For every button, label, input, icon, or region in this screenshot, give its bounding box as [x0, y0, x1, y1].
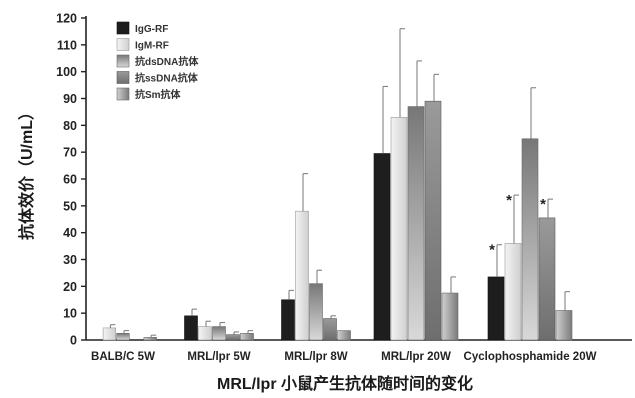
- bar: [116, 332, 130, 341]
- bar: [226, 334, 240, 341]
- significance-markers: * * *: [489, 192, 546, 259]
- error-bars: [109, 28, 570, 338]
- bar: [487, 276, 505, 341]
- bar: [441, 292, 459, 341]
- legend-swatch: [116, 54, 130, 68]
- y-tick-label: 20: [63, 280, 77, 294]
- bar: [240, 332, 254, 341]
- bar: [281, 299, 295, 341]
- bar: [184, 315, 198, 341]
- y-tick-label: 70: [63, 146, 77, 160]
- bar: [555, 310, 573, 341]
- bar: [390, 116, 408, 341]
- y-tick-label: 100: [56, 65, 77, 79]
- bar: [143, 337, 157, 341]
- legend-swatch: [116, 87, 130, 101]
- y-tick-label: 90: [63, 92, 77, 106]
- y-tick-label: 40: [63, 226, 77, 240]
- y-axis-title: 抗体效价（U/mL）: [17, 104, 36, 240]
- y-tick-label: 120: [56, 12, 77, 26]
- legend-label: IgM-RF: [135, 41, 169, 52]
- x-axis-title: MRL/lpr 小鼠产生抗体随时间的变化: [217, 374, 473, 393]
- significance-star: *: [506, 192, 512, 209]
- y-tick-label: 50: [63, 199, 77, 213]
- legend-label: 抗dsDNA抗体: [135, 55, 199, 68]
- bars: [102, 100, 573, 341]
- legend-swatch: [116, 38, 130, 51]
- bar: [373, 153, 391, 341]
- bar: [212, 326, 226, 341]
- significance-star: *: [540, 196, 546, 213]
- bar: [323, 318, 337, 341]
- bar: [337, 330, 351, 341]
- bar: [295, 210, 309, 341]
- y-tick-label: 80: [63, 119, 77, 133]
- bar: [538, 217, 556, 341]
- x-category-label: MRL/lpr 5W: [187, 351, 250, 363]
- x-category-label: MRL/lpr 8W: [284, 351, 347, 363]
- x-category-label: BALB/C 5W: [91, 351, 155, 363]
- significance-star: *: [489, 242, 495, 259]
- bar: [198, 326, 212, 341]
- legend-label: 抗Sm抗体: [135, 88, 182, 101]
- bar: [309, 283, 323, 341]
- y-tick-label: 110: [57, 38, 77, 52]
- y-axis: 0 10 20 30 40 50 60 70 80 90 100 110 120: [56, 12, 87, 348]
- y-tick-label: 10: [63, 307, 77, 321]
- y-tick-label: 0: [70, 334, 77, 348]
- legend-swatch: [116, 21, 130, 35]
- x-axis: BALB/C 5W MRL/lpr 5W MRL/lpr 8W MRL/lpr 20W…: [86, 339, 632, 363]
- bar: [504, 243, 522, 341]
- bar: [407, 106, 425, 341]
- legend-label: 抗ssDNA抗体: [135, 72, 199, 85]
- bar: [521, 138, 539, 341]
- x-category-label: MRL/lpr 20W: [381, 351, 451, 363]
- x-category-label: Cyclophosphamide 20W: [464, 351, 597, 363]
- legend-label: IgG-RF: [135, 24, 168, 35]
- y-axis-title-text: 抗体效价（U/mL）: [17, 104, 36, 240]
- y-tick-label: 60: [63, 173, 77, 187]
- bar: [424, 100, 442, 341]
- y-tick-label: 30: [63, 253, 77, 267]
- legend-swatch: [116, 71, 130, 84]
- bar: [102, 327, 116, 341]
